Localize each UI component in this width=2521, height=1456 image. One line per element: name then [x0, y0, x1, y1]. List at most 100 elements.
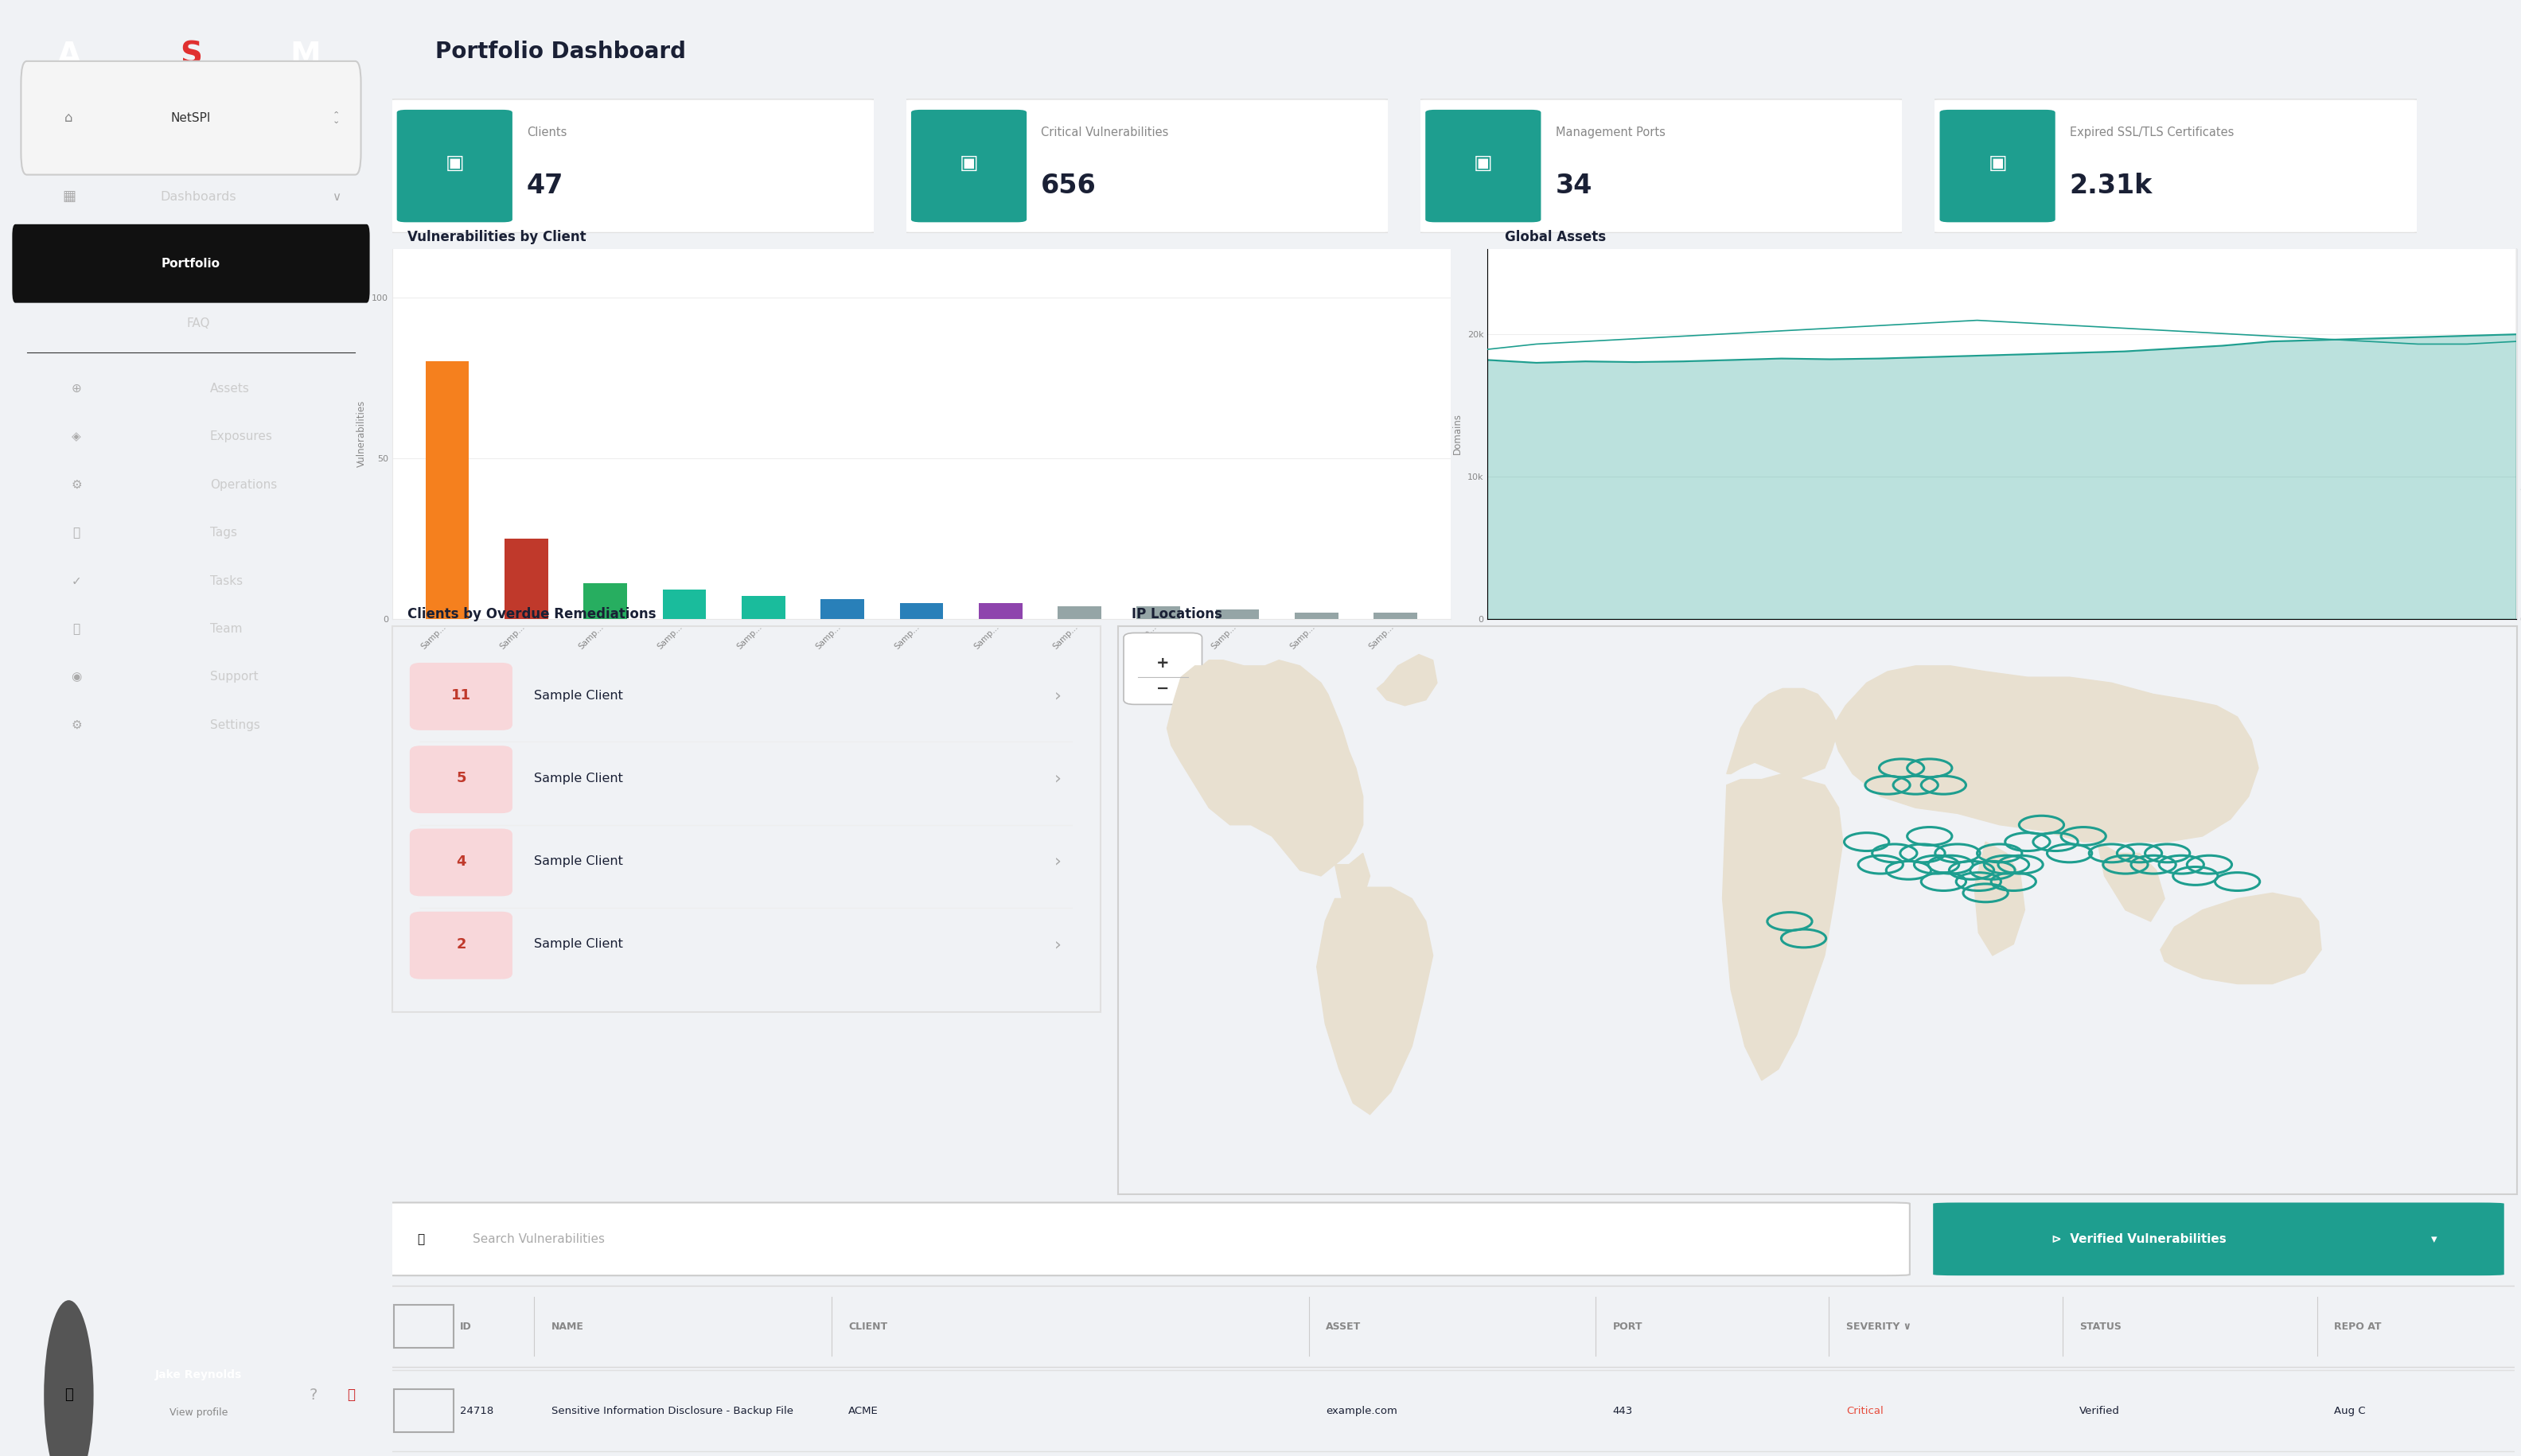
Text: 2.31k: 2.31k [2070, 173, 2153, 199]
Text: STATUS: STATUS [2080, 1321, 2123, 1332]
Text: Tasks: Tasks [209, 575, 242, 587]
Text: ›: › [1054, 853, 1061, 869]
FancyBboxPatch shape [1939, 109, 2055, 223]
Bar [1059, 606, 1102, 619]
Text: Support: Support [209, 671, 257, 683]
Text: Portfolio: Portfolio [161, 258, 219, 269]
Text: Sample Client: Sample Client [534, 939, 623, 951]
Bar [426, 361, 469, 619]
Text: 2: 2 [456, 938, 466, 952]
Polygon shape [1167, 660, 1364, 877]
Circle shape [43, 1300, 93, 1456]
Text: Critical Vulnerabilities: Critical Vulnerabilities [1041, 127, 1170, 138]
Text: 🏷: 🏷 [73, 527, 81, 539]
FancyBboxPatch shape [396, 109, 512, 223]
FancyBboxPatch shape [411, 745, 512, 814]
Text: Critical: Critical [1845, 1405, 1883, 1417]
Polygon shape [1833, 665, 2259, 842]
Text: ASSET: ASSET [1326, 1321, 1361, 1332]
Y-axis label: Vulnerabilities: Vulnerabilities [355, 400, 368, 467]
Text: ◈: ◈ [71, 431, 81, 443]
Text: Sensitive Information Disclosure - Backup File: Sensitive Information Disclosure - Backu… [552, 1405, 794, 1417]
Text: Operations: Operations [209, 479, 277, 491]
Text: View profile: View profile [169, 1406, 227, 1418]
Text: ›: › [1054, 770, 1061, 786]
Text: PORT: PORT [1613, 1321, 1641, 1332]
Text: +: + [1157, 655, 1170, 671]
Text: ⊳  Verified Vulnerabilities: ⊳ Verified Vulnerabilities [2052, 1233, 2226, 1245]
Text: ›: › [1054, 936, 1061, 952]
Polygon shape [1376, 655, 1437, 706]
Text: ◉: ◉ [71, 671, 81, 683]
Polygon shape [1722, 773, 1843, 1080]
Bar [741, 597, 784, 619]
Polygon shape [1316, 887, 1432, 1114]
FancyBboxPatch shape [411, 662, 512, 731]
Text: Sample Client: Sample Client [534, 773, 623, 785]
Bar [663, 590, 706, 619]
Text: 11: 11 [451, 689, 471, 703]
Text: Global Assets: Global Assets [1505, 230, 1606, 245]
Text: 24718: 24718 [459, 1405, 494, 1417]
Text: Search Vulnerabilities: Search Vulnerabilities [471, 1233, 605, 1245]
Text: ACME: ACME [850, 1405, 877, 1417]
Text: ⌂: ⌂ [66, 111, 73, 125]
FancyBboxPatch shape [373, 1203, 1911, 1275]
Text: ?: ? [310, 1388, 318, 1402]
Text: ▣: ▣ [961, 154, 978, 173]
Text: Settings: Settings [209, 719, 260, 731]
Text: Vulnerabilities by Client: Vulnerabilities by Client [408, 230, 585, 245]
Polygon shape [2160, 893, 2322, 984]
Text: ›: › [1054, 687, 1061, 703]
Text: Dashboards: Dashboards [161, 191, 237, 202]
Text: A: A [58, 41, 81, 70]
Bar [1374, 613, 1417, 619]
FancyBboxPatch shape [1931, 99, 2420, 233]
Text: ▣: ▣ [1989, 154, 2007, 173]
Text: ▾: ▾ [2430, 1233, 2438, 1245]
FancyBboxPatch shape [20, 61, 361, 175]
FancyBboxPatch shape [1124, 633, 1203, 705]
Text: Attack Surface: Attack Surface [154, 239, 242, 250]
FancyBboxPatch shape [13, 224, 371, 303]
Text: ID: ID [459, 1321, 471, 1332]
Text: NAME: NAME [552, 1321, 585, 1332]
Text: 4: 4 [456, 855, 466, 869]
FancyBboxPatch shape [1417, 99, 1906, 233]
Text: Aug C: Aug C [2334, 1405, 2365, 1417]
FancyBboxPatch shape [1934, 1203, 2503, 1275]
Text: −: − [1157, 681, 1170, 696]
Text: ▦: ▦ [63, 189, 76, 204]
Text: Expired SSL/TLS Certificates: Expired SSL/TLS Certificates [2070, 127, 2234, 138]
Text: ✓: ✓ [71, 575, 81, 587]
Bar [1215, 609, 1258, 619]
Text: 🔔: 🔔 [348, 1388, 355, 1402]
Text: Verified: Verified [2080, 1405, 2120, 1417]
Text: 👤: 👤 [66, 1388, 73, 1402]
Text: ⊕: ⊕ [71, 383, 81, 395]
Text: 5: 5 [456, 772, 466, 786]
Y-axis label: Domains: Domains [1452, 414, 1462, 454]
Text: NetSPI: NetSPI [171, 112, 212, 124]
Text: 👤: 👤 [73, 623, 81, 635]
Text: CLIENT: CLIENT [850, 1321, 887, 1332]
Text: 🔍: 🔍 [418, 1233, 424, 1245]
Bar [900, 603, 943, 619]
Text: ∨: ∨ [333, 191, 340, 202]
Text: ▣: ▣ [1475, 154, 1492, 173]
Bar [1137, 606, 1180, 619]
FancyBboxPatch shape [388, 99, 877, 233]
Text: Clients: Clients [527, 127, 567, 138]
Text: example.com: example.com [1326, 1405, 1397, 1417]
Polygon shape [1336, 853, 1369, 910]
Text: Portfolio Dashboard: Portfolio Dashboard [436, 41, 686, 63]
Text: REPO AT: REPO AT [2334, 1321, 2382, 1332]
Text: Tags: Tags [209, 527, 237, 539]
Text: ⚙: ⚙ [71, 479, 81, 491]
Text: Sample Client: Sample Client [534, 856, 623, 868]
Text: SEVERITY ∨: SEVERITY ∨ [1845, 1321, 1911, 1332]
Text: Assets: Assets [209, 383, 250, 395]
Bar [1296, 613, 1339, 619]
Polygon shape [1974, 842, 2024, 955]
Text: 443: 443 [1613, 1405, 1634, 1417]
